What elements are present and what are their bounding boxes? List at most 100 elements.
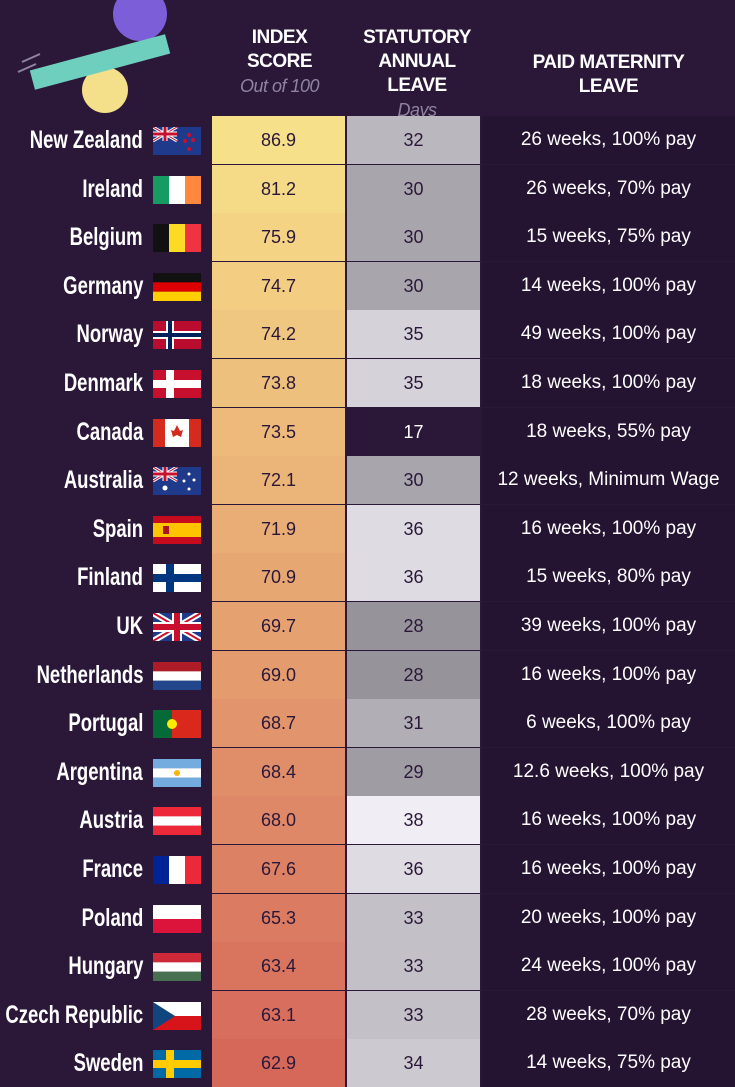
leave-cell: 28 <box>347 650 480 699</box>
country-name: Czech Republic <box>5 1000 143 1029</box>
score-cell: 68.4 <box>212 747 345 796</box>
table-row: France 67.6 36 16 weeks, 100% pay <box>0 845 735 893</box>
table-row: Netherlands 69.0 28 16 weeks, 100% pay <box>0 650 735 699</box>
leave-cell: 30 <box>347 213 480 262</box>
decoration <box>17 0 171 113</box>
country-name: Portugal <box>67 709 143 738</box>
score-cell: 63.4 <box>212 942 345 991</box>
score-cell: 67.6 <box>212 845 345 893</box>
flag <box>153 564 201 593</box>
score-cell: 75.9 <box>212 213 345 262</box>
header-index: INDEX SCORE Out of 100 <box>212 26 347 98</box>
header-line: PAID MATERNITY <box>532 52 685 73</box>
table-row: UK 69.7 28 39 weeks, 100% pay <box>0 602 735 650</box>
maternity-cell: 12 weeks, Minimum Wage <box>482 456 735 505</box>
table-row: Czech Republic 63.1 33 28 weeks, 70% pay <box>0 990 735 1039</box>
leave-cell: 33 <box>347 990 480 1039</box>
table-row: Spain 71.9 36 16 weeks, 100% pay <box>0 504 735 553</box>
score-cell: 70.9 <box>212 553 345 602</box>
leave-cell: 35 <box>347 359 480 407</box>
flag <box>153 661 201 690</box>
maternity-cell: 39 weeks, 100% pay <box>482 602 735 650</box>
table-row: Hungary 63.4 33 24 weeks, 100% pay <box>0 942 735 991</box>
table-row: Finland 70.9 36 15 weeks, 80% pay <box>0 553 735 602</box>
flag <box>153 953 201 982</box>
leave-cell: 36 <box>347 553 480 602</box>
header-line: INDEX <box>251 27 308 48</box>
flag <box>153 758 201 787</box>
leave-cell: 30 <box>347 456 480 505</box>
leave-cell: 31 <box>347 699 480 748</box>
leave-cell: 38 <box>347 796 480 845</box>
table-row: Portugal 68.7 31 6 weeks, 100% pay <box>0 699 735 748</box>
leave-cell: 36 <box>347 504 480 553</box>
score-cell: 81.2 <box>212 164 345 213</box>
maternity-cell: 26 weeks, 100% pay <box>482 116 735 164</box>
country-name: Germany <box>62 271 143 300</box>
country-name: New Zealand <box>29 126 143 154</box>
country-name: UK <box>116 612 143 640</box>
maternity-cell: 15 weeks, 80% pay <box>482 553 735 602</box>
table-row: Poland 65.3 33 20 weeks, 100% pay <box>0 893 735 942</box>
header-maternity: PAID MATERNITY LEAVE <box>482 51 735 99</box>
maternity-cell: 12.6 weeks, 100% pay <box>482 747 735 796</box>
table-row: Australia 72.1 30 12 weeks, Minimum Wage <box>0 456 735 505</box>
table-row: Norway 74.2 35 49 weeks, 100% pay <box>0 310 735 359</box>
maternity-cell: 26 weeks, 70% pay <box>482 164 735 213</box>
flag <box>153 224 201 253</box>
leave-cell: 32 <box>347 116 480 164</box>
score-cell: 69.0 <box>212 650 345 699</box>
header-line: SCORE <box>246 51 313 72</box>
header-unit: Out of 100 <box>239 76 320 96</box>
flag <box>153 127 201 155</box>
leave-cell: 29 <box>347 747 480 796</box>
score-cell: 74.2 <box>212 310 345 359</box>
table-row: Austria 68.0 38 16 weeks, 100% pay <box>0 796 735 845</box>
score-cell: 65.3 <box>212 893 345 942</box>
score-cell: 74.7 <box>212 261 345 310</box>
maternity-cell: 16 weeks, 100% pay <box>482 504 735 553</box>
score-cell: 68.7 <box>212 699 345 748</box>
table-row: Belgium 75.9 30 15 weeks, 75% pay <box>0 213 735 262</box>
leave-cell: 35 <box>347 310 480 359</box>
maternity-cell: 49 weeks, 100% pay <box>482 310 735 359</box>
flag <box>153 904 201 933</box>
country-name: Poland <box>81 903 143 932</box>
leave-cell: 30 <box>347 261 480 310</box>
flag <box>153 1001 201 1030</box>
header-unit: Days <box>397 100 437 120</box>
maternity-cell: 16 weeks, 100% pay <box>482 650 735 699</box>
flag <box>153 515 201 544</box>
leave-cell: 33 <box>347 893 480 942</box>
table-row: Canada 73.5 17 18 weeks, 55% pay <box>0 407 735 456</box>
table-row: Ireland 81.2 30 26 weeks, 70% pay <box>0 164 735 213</box>
flag <box>153 370 201 398</box>
country-name: Hungary <box>67 952 143 981</box>
maternity-cell: 14 weeks, 75% pay <box>482 1039 735 1087</box>
leave-cell: 30 <box>347 164 480 213</box>
flag <box>153 1050 201 1079</box>
flag <box>153 613 201 641</box>
header-line: STATUTORY <box>363 27 471 48</box>
country-name: Denmark <box>63 369 143 397</box>
maternity-cell: 16 weeks, 100% pay <box>482 845 735 893</box>
flag <box>153 710 201 739</box>
maternity-cell: 18 weeks, 100% pay <box>482 359 735 407</box>
country-name: Spain <box>92 514 143 543</box>
score-cell: 69.7 <box>212 602 345 650</box>
country-name: Sweden <box>73 1049 143 1078</box>
leave-cell: 17 <box>347 407 480 456</box>
country-name: Canada <box>76 417 143 446</box>
country-name: Australia <box>63 466 143 495</box>
flag <box>153 418 201 447</box>
table-row: Germany 74.7 30 14 weeks, 100% pay <box>0 261 735 310</box>
score-cell: 73.8 <box>212 359 345 407</box>
flag <box>153 467 201 496</box>
leave-cell: 33 <box>347 942 480 991</box>
country-name: Netherlands <box>36 660 143 689</box>
score-cell: 71.9 <box>212 504 345 553</box>
table-row: Argentina 68.4 29 12.6 weeks, 100% pay <box>0 747 735 796</box>
score-cell: 62.9 <box>212 1039 345 1087</box>
country-name: Belgium <box>70 223 143 252</box>
